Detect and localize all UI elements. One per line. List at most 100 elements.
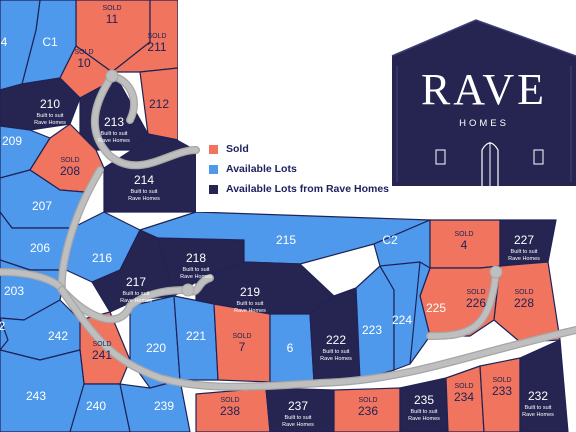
lot-number: 225	[426, 301, 446, 315]
legend-item-available: Available Lots	[209, 159, 389, 179]
lot-number: 221	[186, 329, 206, 343]
lot-rave-homes-tag: Rave Homes	[282, 422, 314, 428]
lot-number: 226	[466, 296, 486, 310]
logo-subtitle: HOMES	[459, 118, 509, 129]
lot-sold-tag: SOLD	[358, 397, 377, 404]
rave-homes-logo: RAVE HOMES	[391, 19, 576, 186]
road-segment	[427, 269, 499, 339]
lot-233[interactable]	[479, 357, 521, 432]
legend-item-sold: Sold	[209, 139, 389, 159]
road-cul-de-sac	[489, 265, 503, 279]
lot-number: 242	[48, 329, 68, 343]
lot-sold-tag: SOLD	[60, 157, 79, 164]
lot-239[interactable]	[119, 379, 191, 432]
lot-built-to-suit-tag: Built to suit	[285, 415, 312, 421]
lot-built-to-suit-tag: Built to suit	[183, 267, 210, 273]
lot-number: 243	[26, 389, 46, 403]
lot-rave-homes-tag: Rave Homes	[128, 196, 160, 202]
lot-number: 220	[146, 341, 166, 355]
lot-rave-homes-tag: Rave Homes	[98, 138, 130, 144]
lot-number: 7	[239, 340, 246, 354]
lot-240[interactable]	[69, 383, 131, 432]
lot-sold-tag: SOLD	[514, 289, 533, 296]
lot-rave-homes-tag: Rave Homes	[34, 120, 66, 126]
lot-number: 238	[220, 404, 240, 418]
lot-number: 235	[414, 393, 434, 407]
lot-rave-homes-tag: Rave Homes	[508, 256, 540, 262]
lot-built-to-suit-tag: Built to suit	[101, 131, 128, 137]
lot-234[interactable]	[445, 365, 485, 432]
logo-house-shape	[392, 20, 576, 186]
lot-built-to-suit-tag: Built to suit	[323, 349, 350, 355]
lot-rave-homes-tag: Rave Homes	[180, 274, 212, 280]
lot-number: 218	[186, 251, 206, 265]
lot-sold-tag: SOLD	[232, 333, 251, 340]
logo-window-right-icon	[533, 149, 544, 165]
road-cul-de-sac	[105, 69, 119, 83]
lot-sold-tag: SOLD	[454, 231, 473, 238]
lot-built-to-suit-tag: Built to suit	[237, 301, 264, 307]
lot-number: 11	[106, 12, 119, 26]
road-segment	[92, 73, 199, 169]
lot-sold-tag: SOLD	[147, 33, 166, 40]
lot-232[interactable]	[519, 339, 569, 432]
lot-built-to-suit-tag: Built to suit	[37, 113, 64, 119]
lot-2[interactable]	[0, 317, 9, 351]
legend-swatch-rave	[209, 184, 218, 194]
lot-number: 240	[86, 399, 106, 413]
lot-number: 239	[154, 399, 174, 413]
road-segment	[59, 287, 191, 323]
lot-number: 241	[92, 348, 112, 362]
lot-built-to-suit-tag: Built to suit	[525, 405, 552, 411]
lot-number: 236	[358, 404, 378, 418]
legend-item-rave: Available Lots from Rave Homes	[209, 179, 389, 199]
logo-window-left-icon	[435, 149, 446, 165]
lot-number: C2	[382, 233, 398, 247]
lot-number: 228	[514, 296, 534, 310]
legend: Sold Available Lots Available Lots from …	[209, 139, 389, 199]
lot-number: 6	[287, 341, 294, 355]
lot-built-to-suit-tag: Built to suit	[511, 249, 538, 255]
lot-number: 2	[0, 319, 6, 333]
road-cul-de-sac	[181, 283, 195, 297]
legend-label-available: Available Lots	[226, 163, 297, 175]
lot-built-to-suit-tag: Built to suit	[411, 409, 438, 415]
lot-number: 214	[134, 173, 154, 187]
lot-225[interactable]	[409, 261, 431, 365]
lot-number: 224	[392, 313, 412, 327]
lot-number: 4	[1, 35, 8, 49]
lot-4[interactable]	[0, 0, 41, 91]
legend-background	[178, 0, 392, 212]
lot-built-to-suit-tag: Built to suit	[123, 291, 150, 297]
road-segment	[59, 167, 103, 293]
lot-236[interactable]	[333, 387, 401, 432]
lot-number: 213	[104, 115, 124, 129]
lot-sold-tag: SOLD	[92, 341, 111, 348]
lot-built-to-suit-tag: Built to suit	[131, 189, 158, 195]
lot-rave-homes-tag: Rave Homes	[522, 412, 554, 418]
lot-number: 227	[514, 233, 534, 247]
lot-number: 209	[2, 134, 22, 148]
lot-number: 219	[240, 285, 260, 299]
lot-number: 210	[40, 97, 60, 111]
logo-name: RAVE	[421, 65, 547, 114]
lot-number: 203	[4, 284, 24, 298]
road-network	[0, 69, 576, 391]
lot-237[interactable]	[265, 387, 335, 432]
lot-number: 222	[326, 333, 346, 347]
lot-number: 215	[276, 233, 296, 247]
legend-label-sold: Sold	[226, 143, 249, 155]
lot-number: 212	[149, 97, 169, 111]
lot-number: 237	[288, 399, 308, 413]
lot-sold-tag: SOLD	[74, 49, 93, 56]
lot-235[interactable]	[399, 377, 449, 432]
lot-number: 232	[528, 389, 548, 403]
lot-number: 4	[461, 238, 468, 252]
lot-number: 223	[362, 323, 382, 337]
legend-swatch-sold	[209, 144, 218, 154]
legend-swatch-available	[209, 164, 218, 174]
legend-label-rave: Available Lots from Rave Homes	[226, 183, 389, 195]
lot-number: 234	[454, 390, 474, 404]
lot-rave-homes-tag: Rave Homes	[234, 308, 266, 314]
